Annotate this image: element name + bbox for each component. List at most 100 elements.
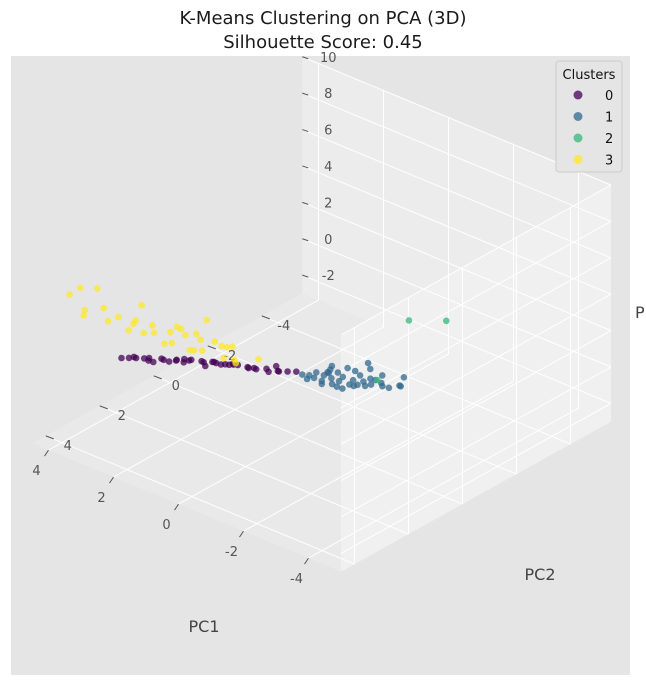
- grid-floor-y: [153, 375, 463, 505]
- cluster-0-point: [160, 356, 167, 364]
- cluster-0-point: [150, 358, 157, 366]
- x-tick-mark: [174, 503, 179, 511]
- y-tick-mark: [99, 405, 108, 410]
- cluster-0-point: [202, 362, 209, 370]
- cluster-3-point: [81, 306, 89, 314]
- cluster-1-point: [325, 369, 333, 377]
- legend-marker-0: [573, 90, 583, 100]
- cluster-3-point: [149, 322, 156, 329]
- cluster-3-point: [104, 317, 112, 325]
- legend-label-0: 0: [605, 89, 613, 104]
- cluster-3-point: [211, 338, 218, 346]
- legend-marker-1: [573, 112, 583, 121]
- cluster-3-point: [66, 291, 73, 298]
- cluster-0-point: [293, 368, 300, 376]
- cluster-3-point: [150, 329, 158, 337]
- chart-title: K-Means Clustering on PCA (3D): [180, 8, 467, 29]
- z-tick-label: 0: [324, 233, 332, 248]
- x-tick-mark: [304, 557, 309, 565]
- x-tick-label: 4: [32, 464, 40, 479]
- y-tick-mark: [261, 315, 270, 320]
- cluster-3-point: [140, 329, 147, 337]
- grid-wall-z-left: [302, 238, 612, 368]
- cluster-3-point: [161, 340, 168, 348]
- grid-wall-z-left: [302, 165, 612, 295]
- cluster-0-point: [165, 358, 173, 365]
- cluster-2-point: [443, 317, 450, 325]
- legend-marker-2: [573, 133, 583, 143]
- grid-wall-z-right: [340, 366, 612, 518]
- cluster-0-point: [217, 361, 225, 368]
- cluster-1-point: [351, 367, 359, 375]
- x-tick-mark: [239, 530, 244, 538]
- cluster-3-point: [138, 301, 145, 309]
- chart-subtitle: Silhouette Score: 0.45: [223, 32, 423, 53]
- cluster-0-point: [245, 364, 252, 372]
- z-tick-mark: [302, 238, 309, 242]
- z-axis-label: P: [635, 303, 645, 322]
- cluster-3-point: [132, 317, 139, 324]
- z-tick-mark: [302, 129, 309, 133]
- grid-floor-x: [48, 299, 319, 451]
- z-tick-mark: [302, 201, 309, 205]
- z-tick-mark: [302, 92, 309, 96]
- z-tick-label: 6: [324, 124, 332, 139]
- grid-floor-x: [243, 380, 514, 532]
- cluster-0-point: [188, 356, 195, 364]
- grid-wall-z-left: [302, 92, 612, 222]
- grid-wall-z-right: [340, 220, 612, 372]
- grid-wall-z-left: [302, 201, 612, 332]
- cluster-0-point: [284, 368, 291, 375]
- cluster-1-point: [367, 381, 375, 388]
- y-tick-label: -4: [277, 319, 290, 334]
- cluster-1-point: [303, 375, 311, 383]
- cluster-3-point: [173, 323, 181, 331]
- legend-box: [555, 60, 623, 173]
- legend-items: 0 1 2 3: [573, 89, 613, 169]
- cluster-1-point: [335, 377, 343, 385]
- cluster-1-point: [328, 380, 336, 388]
- y-tick-mark: [45, 435, 54, 440]
- grid-floor-y: [45, 435, 355, 565]
- grid-wall-z-right: [340, 330, 612, 482]
- x-axis-label: PC1: [189, 617, 220, 636]
- cluster-0-point: [209, 358, 216, 366]
- cluster-2-point: [374, 376, 381, 384]
- cluster-1-point: [349, 376, 357, 384]
- z-tick-mark: [302, 274, 309, 278]
- z-tick-label: 4: [324, 160, 332, 175]
- cluster-0-point: [140, 355, 148, 362]
- cluster-3-point: [77, 284, 84, 292]
- cluster-1-point: [397, 383, 405, 390]
- grid-wall-z-right: [340, 293, 612, 445]
- cluster-1-point: [328, 362, 336, 370]
- cluster-3-point: [182, 331, 189, 339]
- x-tick-label: 2: [97, 491, 105, 506]
- cluster-1-point: [318, 380, 326, 388]
- grid-wall-z-right: [340, 257, 612, 409]
- legend-title: Clusters: [563, 68, 616, 83]
- cluster-3-point: [203, 316, 210, 324]
- cluster-3-point: [125, 326, 132, 334]
- cluster-3-point: [229, 343, 236, 351]
- cluster-3-point: [193, 330, 200, 338]
- grid-floor-x: [308, 407, 579, 559]
- grid-wall-z-right: [340, 184, 612, 336]
- cluster-3-point: [255, 356, 262, 363]
- cluster-1-point: [328, 375, 335, 382]
- cluster-1-point: [346, 381, 353, 388]
- cluster-1-point: [364, 359, 372, 367]
- y-tick-label: 2: [118, 409, 126, 424]
- cluster-1-point: [385, 384, 393, 392]
- cluster-3-point: [198, 347, 206, 355]
- cluster-3-point: [100, 304, 107, 312]
- grid-floor-x: [113, 326, 384, 478]
- y-axis-label: PC2: [525, 565, 556, 584]
- data-points: [66, 284, 450, 392]
- legend-label-2: 2: [605, 132, 613, 147]
- z-tick-label: 10: [320, 51, 337, 66]
- cluster-3-point: [232, 359, 239, 367]
- x-tick-mark: [44, 449, 49, 457]
